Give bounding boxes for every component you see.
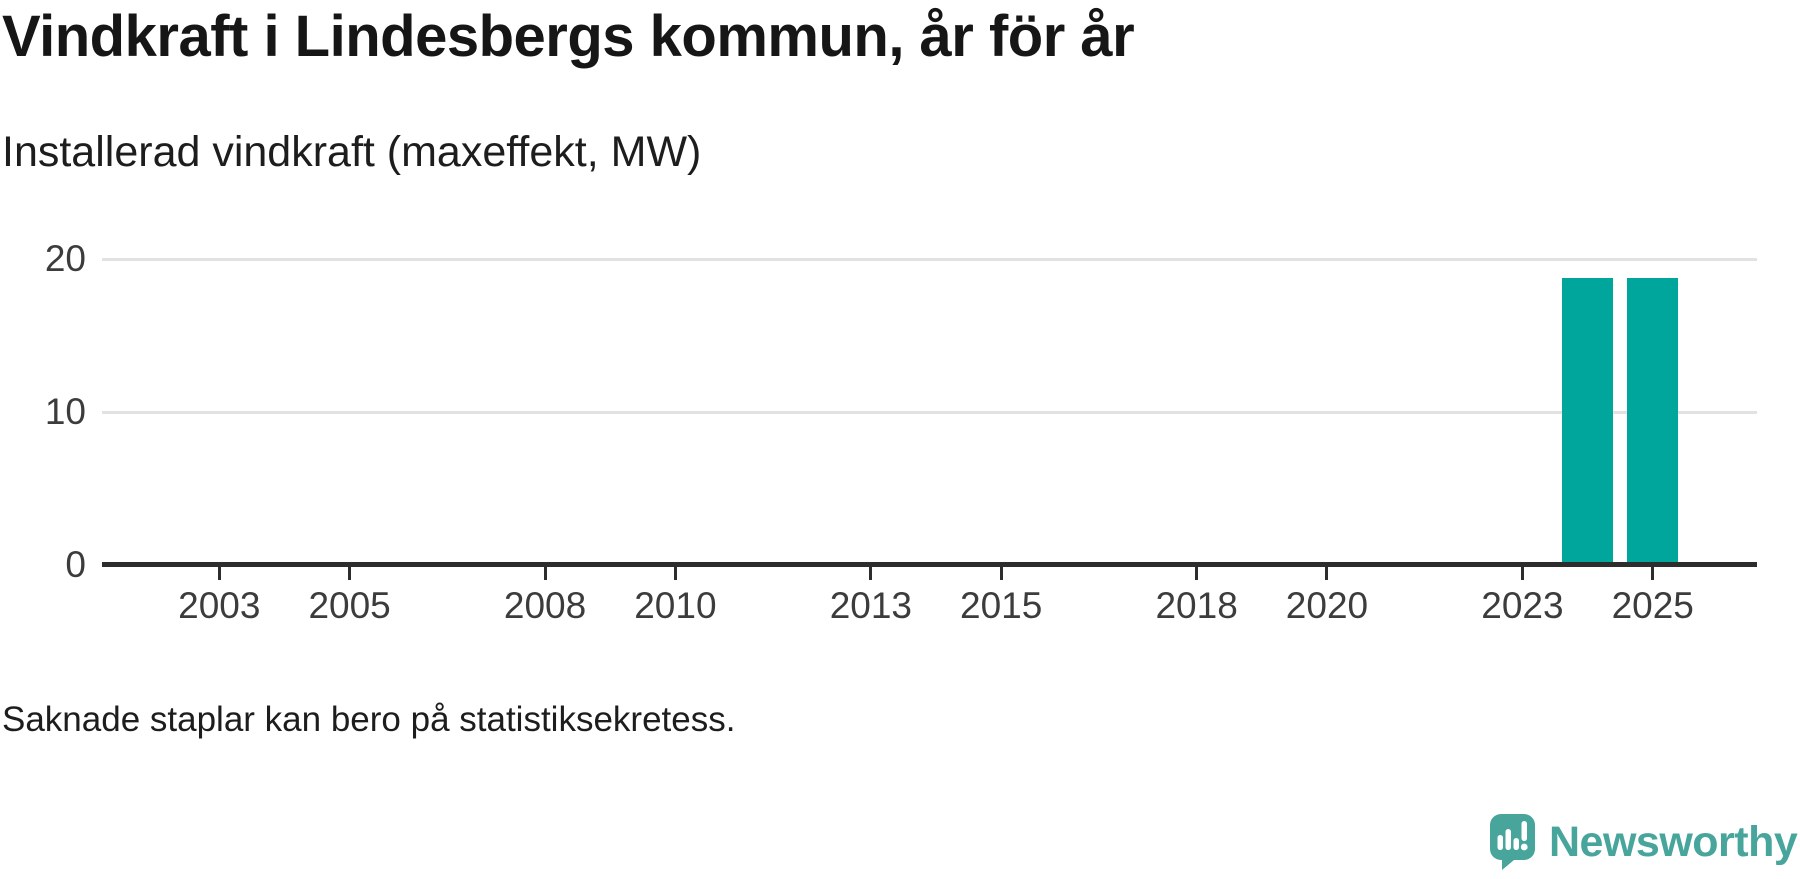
x-tick-2020 <box>1325 567 1329 580</box>
chart-title: Vindkraft i Lindesbergs kommun, år för å… <box>2 4 1135 69</box>
x-tick-2023 <box>1520 567 1524 580</box>
x-tick-label-2008: 2008 <box>503 585 587 626</box>
x-tick-label-2003: 2003 <box>178 585 261 626</box>
x-tick-label-2020: 2020 <box>1285 585 1369 626</box>
x-tick-label-2005: 2005 <box>308 585 391 626</box>
x-tick-label-2023: 2023 <box>1481 585 1564 626</box>
x-tick-label-2013: 2013 <box>829 585 912 626</box>
bar-2025 <box>1627 278 1679 563</box>
x-axis-line <box>102 562 1757 567</box>
chart-footnote: Saknade staplar kan bero på statistiksek… <box>2 700 736 739</box>
x-tick-2025 <box>1651 567 1655 580</box>
newsworthy-logo: Newsworthy <box>1489 812 1798 872</box>
x-tick-2013 <box>869 567 873 580</box>
chart-subtitle: Installerad vindkraft (maxeffekt, MW) <box>2 128 702 176</box>
y-tick-label-20: 20 <box>44 238 86 279</box>
x-tick-2005 <box>348 567 352 580</box>
newsworthy-bubble-chart-icon <box>1489 813 1536 871</box>
y-tick-label-10: 10 <box>44 391 86 432</box>
x-tick-2015 <box>999 567 1003 580</box>
x-tick-label-2025: 2025 <box>1611 585 1694 626</box>
x-tick-label-2010: 2010 <box>634 585 717 626</box>
newsworthy-wordmark: Newsworthy <box>1549 818 1798 866</box>
x-tick-label-2018: 2018 <box>1155 585 1238 626</box>
x-tick-label-2015: 2015 <box>960 585 1043 626</box>
y-tick-label-0: 0 <box>65 544 86 585</box>
gridline-y-10 <box>102 410 1757 414</box>
x-tick-2008 <box>543 567 547 580</box>
x-tick-2010 <box>673 567 677 580</box>
bar-2024 <box>1562 278 1614 563</box>
x-tick-2003 <box>217 567 221 580</box>
x-tick-2018 <box>1195 567 1199 580</box>
gridline-y-20 <box>102 257 1757 261</box>
